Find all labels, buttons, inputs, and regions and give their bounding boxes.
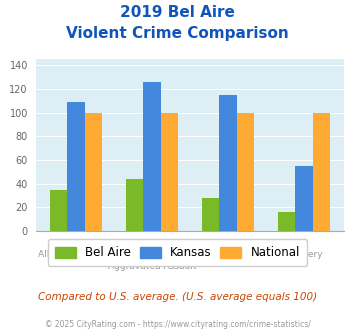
- Bar: [67, 102, 84, 231]
- Text: Robbery: Robbery: [285, 250, 323, 259]
- Bar: [160, 113, 178, 231]
- Text: All Violent Crime: All Violent Crime: [38, 250, 114, 259]
- Bar: [50, 189, 67, 231]
- Bar: [126, 179, 143, 231]
- Text: Rape: Rape: [217, 250, 239, 259]
- Bar: [219, 95, 237, 231]
- Bar: [278, 212, 295, 231]
- Text: © 2025 CityRating.com - https://www.cityrating.com/crime-statistics/: © 2025 CityRating.com - https://www.city…: [45, 320, 310, 329]
- Bar: [313, 113, 330, 231]
- Text: Violent Crime Comparison: Violent Crime Comparison: [66, 26, 289, 41]
- Text: Aggravated Assault: Aggravated Assault: [108, 262, 196, 271]
- Legend: Bel Aire, Kansas, National: Bel Aire, Kansas, National: [48, 239, 307, 266]
- Bar: [202, 198, 219, 231]
- Text: Murder & Mans...: Murder & Mans...: [113, 250, 191, 259]
- Bar: [84, 113, 102, 231]
- Bar: [295, 166, 313, 231]
- Bar: [143, 82, 160, 231]
- Text: Compared to U.S. average. (U.S. average equals 100): Compared to U.S. average. (U.S. average …: [38, 292, 317, 302]
- Text: 2019 Bel Aire: 2019 Bel Aire: [120, 5, 235, 20]
- Bar: [237, 113, 254, 231]
